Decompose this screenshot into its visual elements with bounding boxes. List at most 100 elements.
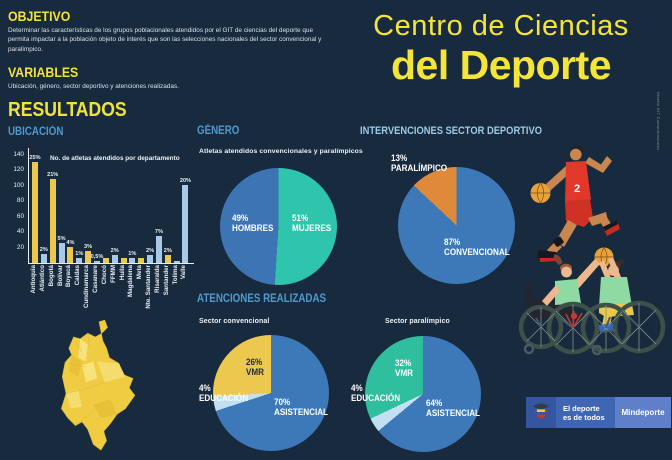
bar-category-label: FFMM xyxy=(109,265,117,283)
footer-logo-bar: El deporte es de todos Mindeporte xyxy=(526,397,671,428)
bar-pct-label: 4% xyxy=(66,239,75,246)
genero-heading: GÉNERO xyxy=(197,125,240,137)
bar-Cundinamarca xyxy=(85,251,92,263)
coat-of-arms-icon xyxy=(532,403,550,419)
bar-Antioquia xyxy=(32,162,38,263)
bar-category-label: Antioquia xyxy=(30,265,37,294)
basketball-players-illustration: 2 xyxy=(518,145,666,356)
convencional-vmr-pct: 26% xyxy=(246,357,263,367)
intervenciones-convencional-pct: 87% xyxy=(444,237,461,247)
bar-pct-label: 25% xyxy=(29,155,41,161)
bar-category-label: Bogotá xyxy=(47,265,55,287)
bar-pct-label: 1% xyxy=(128,251,137,258)
bar-category-label: Boyacá xyxy=(65,265,73,288)
genero-mujeres-label: 51% MUJERES xyxy=(292,213,331,233)
paralimpico-asistencial-label: 64% ASISTENCIAL xyxy=(426,398,480,418)
y-tick: 40 xyxy=(16,228,24,236)
jersey-number: 2 xyxy=(574,183,580,195)
bar-category-label: Tolima xyxy=(171,265,179,285)
variables-title: VARIABLES xyxy=(8,64,79,80)
bar-pct-label: 2% xyxy=(163,248,172,255)
map-region-3 xyxy=(82,361,98,383)
wheelchair-player-left-illustration xyxy=(524,254,600,319)
bar-pct-label: 20% xyxy=(179,177,192,184)
convencional-asistencial-pct: 70% xyxy=(274,397,291,407)
atenciones-paralimpico-pie: 32% VMR 64% ASISTENCIAL xyxy=(365,336,481,452)
bar-category-label: Chocó xyxy=(100,265,108,285)
map-region-2 xyxy=(68,354,83,377)
bar-category-label: Cundinamarca xyxy=(83,265,91,308)
bar-pct-label: 21% xyxy=(47,172,59,179)
intervenciones-heading: INTERVENCIONES SECTOR DEPORTIVO xyxy=(360,125,543,137)
paralimpico-educacion-pct: 4% xyxy=(351,383,363,393)
bar-category-label: Risaralda xyxy=(153,265,161,293)
bar-FFMM xyxy=(111,255,118,263)
bar-Santander xyxy=(164,255,171,263)
colombia-outline xyxy=(61,320,136,451)
bar-pct-label: 3% xyxy=(84,244,93,251)
bar-chart-title: No. de atletas atendidos por departament… xyxy=(50,155,180,162)
resultados-title: RESULTADOS xyxy=(8,99,127,121)
objetivo-title: OBJETIVO xyxy=(8,8,71,24)
map-region-5 xyxy=(93,399,117,419)
y-tick: 60 xyxy=(16,212,24,220)
bar-pct-label: 7% xyxy=(154,228,163,235)
bar-category-label: Casanare xyxy=(91,265,99,293)
bar-category-label: Bolívar xyxy=(56,265,64,286)
paralimpico-educacion-label: 4% EDUCACIÓN xyxy=(351,383,400,403)
genero-subtitle: Atletas atendidos convencionales y paral… xyxy=(199,148,363,155)
genero-mujeres-pct: 51% xyxy=(292,213,309,223)
intervenciones-paralimpico-pct: 13% xyxy=(391,153,408,163)
main-title-line2: del Deporte xyxy=(390,42,612,88)
genero-mujeres-text: MUJERES xyxy=(292,223,332,234)
bar-yticks: 140 120 100 80 60 40 20 xyxy=(8,143,24,268)
wheelchair-frame xyxy=(523,315,640,356)
bar-pct-label: 2% xyxy=(146,248,155,255)
bar-pct-label: 5% xyxy=(57,235,66,242)
y-tick: 100 xyxy=(13,181,24,189)
wheel-red-decal xyxy=(565,310,583,329)
design-credit: Diseño GIT Comunicaciones xyxy=(656,92,661,151)
convencional-vmr-text: VMR xyxy=(246,367,264,378)
bar-Chocó xyxy=(102,257,109,263)
convencional-educacion-text: EDUCACIÓN xyxy=(199,393,249,404)
convencional-educacion-label: 4% EDUCACIÓN xyxy=(199,383,248,403)
standing-player-illustration: 2 xyxy=(537,145,620,262)
bar-pct-label: 1% xyxy=(75,251,84,258)
mindeporte-brand: Mindeporte xyxy=(615,397,671,428)
intervenciones-paralimpico-text: PARALÍMPICO xyxy=(391,163,448,174)
paralimpico-asistencial-text: ASISTENCIAL xyxy=(426,408,481,419)
y-tick: 140 xyxy=(13,150,24,158)
bar-category-label: Caldas xyxy=(74,265,82,286)
map-region-4 xyxy=(97,361,126,383)
paralimpico-asistencial-pct: 64% xyxy=(426,398,443,408)
slogan-line1: El deporte xyxy=(563,403,600,413)
bar-category-label: Santander xyxy=(162,265,170,296)
bar-Tolima xyxy=(173,260,180,263)
atenciones-sub-paralimpico: Sector paralímpico xyxy=(385,318,450,325)
map-department-borders xyxy=(65,333,105,426)
bar-Huila xyxy=(120,258,127,263)
slogan-line2: es de todos xyxy=(563,412,605,422)
genero-hombres-label: 49% HOMBRES xyxy=(232,213,273,233)
bar-category-label: Magdalena xyxy=(127,265,135,297)
genero-pie-chart: 49% HOMBRES 51% MUJERES xyxy=(220,168,337,285)
y-tick: 20 xyxy=(16,243,24,251)
bar-Bolívar xyxy=(58,242,65,263)
intervenciones-convencional-text: CONVENCIONAL xyxy=(444,247,510,258)
atenciones-convencional-pie: 26% VMR 70% ASISTENCIAL xyxy=(213,335,329,451)
main-title-line1: Centro de Ciencias xyxy=(373,10,629,42)
convencional-vmr-label: 26% VMR xyxy=(246,357,264,377)
bar-Caldas xyxy=(76,258,83,263)
basketball-icon xyxy=(530,182,551,204)
bar-plot-area: 25% 2% 21% 5% 4% 1% 3% 0,5% 2% 1% 2% 7% 2% 20% xyxy=(28,148,194,264)
bar-xlabels: Antioquia Atlántico Bogotá Bolívar Boyacá Cal… xyxy=(28,265,193,319)
bar-chart-ubicacion: No. de atletas atendidos por departament… xyxy=(8,143,198,319)
intervenciones-pie-chart: 87% CONVENCIONAL xyxy=(398,167,515,284)
bar-category-label: Huila xyxy=(118,265,126,281)
genero-hombres-pct: 49% xyxy=(232,213,249,223)
paralimpico-educacion-text: EDUCACIÓN xyxy=(351,393,401,404)
convencional-asistencial-label: 70% ASISTENCIAL xyxy=(274,397,328,417)
map-region-1 xyxy=(78,338,88,362)
